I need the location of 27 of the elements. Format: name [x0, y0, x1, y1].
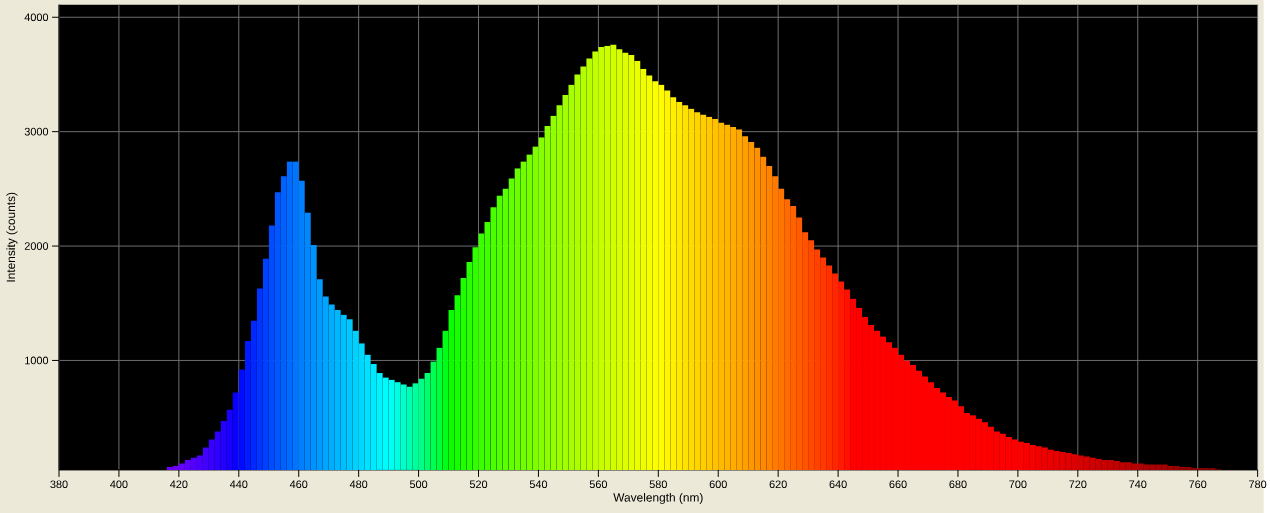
- y-tick-label: 1000: [25, 356, 49, 365]
- x-tick-label: 780: [1249, 480, 1267, 488]
- x-tick-label: 380: [50, 480, 68, 488]
- x-tick-label: 500: [409, 480, 428, 488]
- x-tick-label: 660: [889, 480, 907, 488]
- x-tick-label: 460: [289, 480, 308, 488]
- x-tick-label: 480: [349, 480, 368, 488]
- x-tick-label: 400: [110, 480, 128, 488]
- x-tick-label: 720: [1069, 480, 1087, 488]
- x-tick-label: 420: [170, 480, 188, 488]
- x-tick-label: 520: [469, 480, 488, 488]
- x-tick-label: 740: [1129, 480, 1147, 488]
- y-axis-title: Intensity (counts): [6, 192, 18, 282]
- x-tick-label: 640: [829, 480, 847, 488]
- y-tick-label: 2000: [24, 242, 49, 250]
- x-tick-label: 600: [709, 480, 727, 488]
- x-tick-label: 580: [649, 480, 667, 488]
- x-tick-label: 620: [769, 480, 787, 488]
- x-tick-label: 440: [229, 480, 248, 488]
- x-tick-label: 540: [529, 480, 548, 488]
- x-axis-title: Wavelength (nm): [613, 492, 703, 504]
- x-tick-label: 700: [1009, 480, 1027, 488]
- x-tick-label: 560: [589, 480, 608, 488]
- y-tick-label: 3000: [24, 127, 49, 136]
- y-tick-label: 4000: [24, 13, 49, 21]
- x-tick-label: 680: [949, 480, 967, 488]
- x-tick-label: 760: [1189, 480, 1207, 488]
